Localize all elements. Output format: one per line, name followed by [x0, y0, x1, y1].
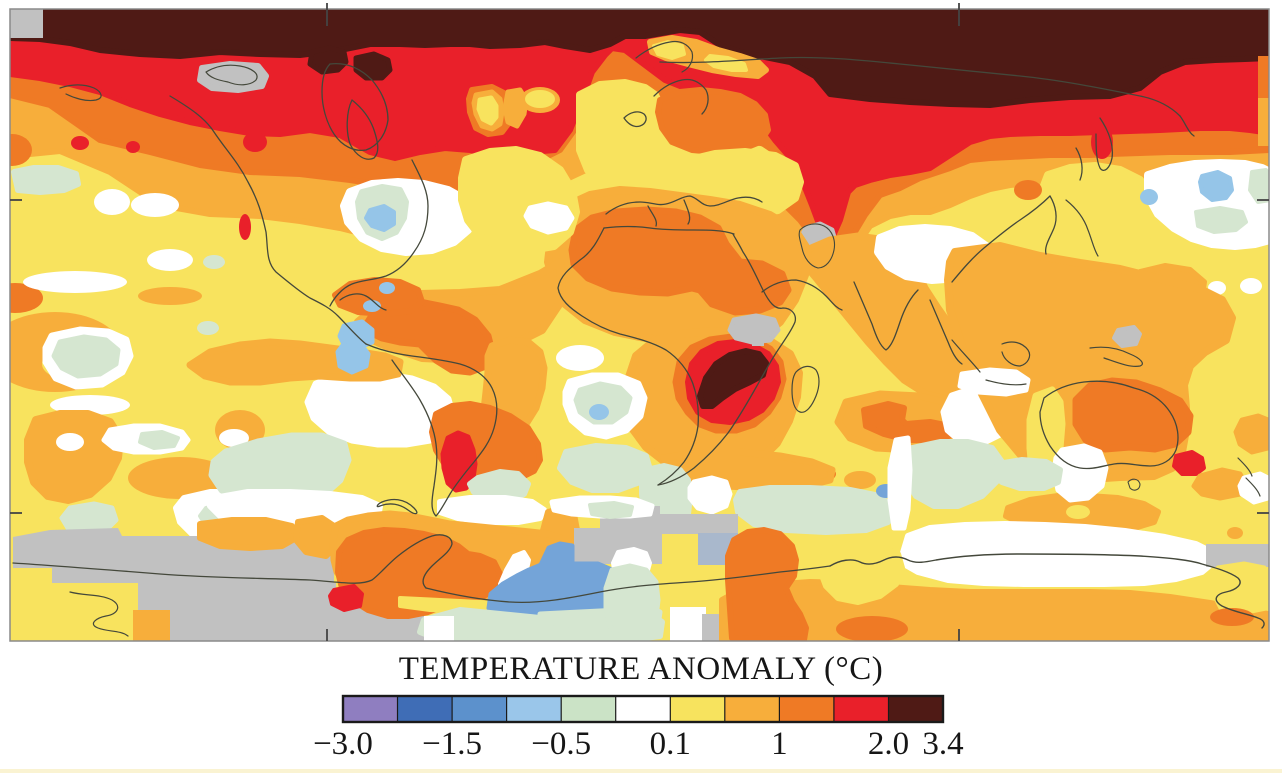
svg-text:3.4: 3.4	[922, 726, 963, 762]
svg-text:0.1: 0.1	[650, 726, 691, 762]
svg-text:TEMPERATURE ANOMALY (°C): TEMPERATURE ANOMALY (°C)	[399, 651, 884, 687]
svg-text:−0.5: −0.5	[531, 726, 591, 762]
svg-text:1: 1	[771, 726, 788, 762]
svg-text:2.0: 2.0	[868, 726, 909, 762]
svg-text:−3.0: −3.0	[313, 726, 373, 762]
svg-text:−1.5: −1.5	[422, 726, 482, 762]
